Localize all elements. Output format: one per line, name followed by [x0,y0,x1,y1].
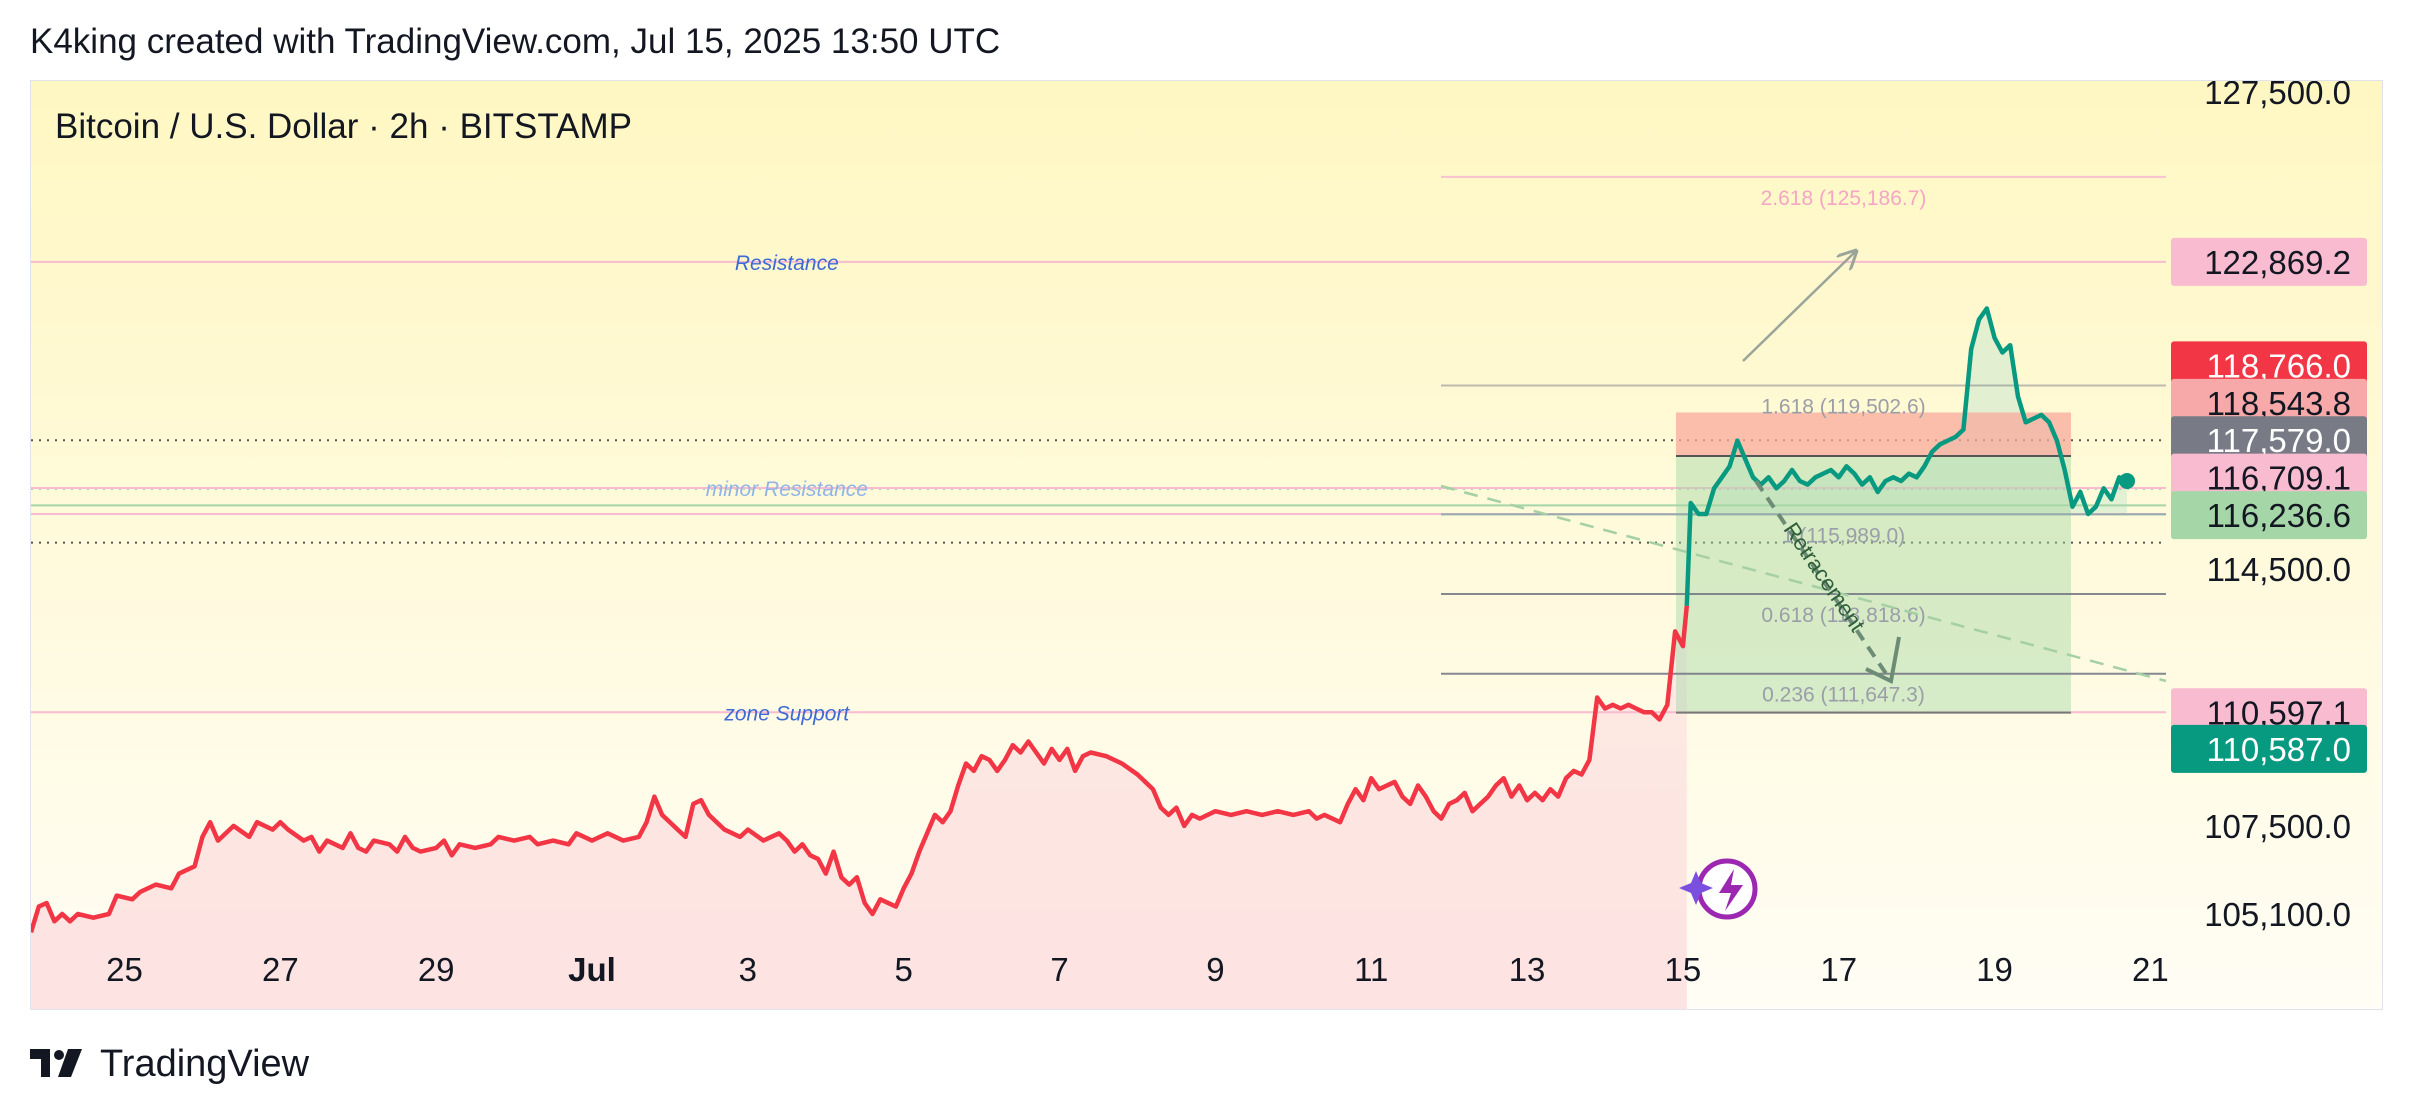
y-tick-label: 114,500.0 [2207,551,2351,588]
trendline-dashed [1440,484,2167,683]
price-label-text: 117,579.0 [2207,422,2351,459]
x-tick-label: 11 [1354,951,1388,988]
line-label: Resistance [735,252,839,275]
x-tick-label: 3 [739,951,757,988]
fib-level-label: 0.236 (111,647.3) [1762,684,1925,707]
x-tick-label: 13 [1509,951,1546,988]
tradingview-logo-icon [30,1049,82,1077]
price-label-text: 118,543.8 [2207,385,2351,422]
price-label-text: 116,709.1 [2207,460,2351,497]
green-area-fill [1686,308,2128,606]
projection-arrow-up [1742,251,1856,362]
x-tick-label: Jul [568,951,616,988]
price-label-text: 116,236.6 [2207,497,2351,534]
price-label-tag[interactable] [2171,378,2367,427]
y-tick-label: 127,500.0 [2204,81,2351,111]
x-tick-label: 17 [1820,951,1857,988]
fib-level-label: 1.618 (119,502.6) [1761,395,1925,418]
price-label-tag[interactable] [2171,453,2367,502]
x-tick-label: 15 [1665,951,1702,988]
symbol-title: Bitcoin / U.S. Dollar · 2h · BITSTAMP [55,107,632,146]
chart-caption: K4king created with TradingView.com, Jul… [30,22,1001,61]
x-tick-label: 7 [1050,951,1068,988]
x-tick-label: 27 [262,951,299,988]
price-label-tag[interactable] [2171,341,2367,390]
price-label-text: 122,869.2 [2204,244,2351,281]
price-series-line[interactable] [31,605,1690,933]
price-label-tag[interactable] [2171,237,2367,286]
x-tick-label: 5 [895,951,913,988]
x-tick-label: 21 [2132,951,2169,988]
fib-level-label: 1 (115,989.0) [1782,524,1905,547]
retracement-arrow-head [1865,636,1901,684]
fib-level-label: 2.618 (125,186.7) [1761,187,1927,210]
x-tick-label: 29 [418,951,455,988]
price-label-text: 118,766.0 [2207,347,2351,384]
footer-brand-text: TradingView [100,1042,310,1085]
price-label-tag[interactable] [2171,491,2367,540]
line-label: zone Support [723,702,850,725]
line-label: minor Resistance [706,478,868,501]
y-tick-label: 107,500.0 [2204,808,2351,845]
price-label-text: 110,587.0 [2207,731,2351,768]
price-chart[interactable]: Resistance minor Resistance zone Support 2… [31,81,2383,1010]
price-label-tag[interactable] [2171,416,2367,465]
red-area-fill [31,605,1687,1009]
fib-level-label: 0.618 (113,818.6) [1761,604,1925,627]
price-label-tag[interactable] [2171,724,2367,773]
x-tick-label: 19 [1976,951,2013,988]
x-tick-label: 25 [106,951,143,988]
ai-assistant-icon[interactable] [1679,858,1758,920]
y-tick-label: 105,100.0 [2204,896,2351,933]
retracement-arrow [1754,479,1893,683]
footer-brand[interactable]: TradingView [30,1040,309,1088]
last-price-dot[interactable] [2119,472,2136,489]
take-profit-zone[interactable] [1676,456,2071,713]
price-label-tag[interactable] [2171,688,2367,737]
x-tick-label: 9 [1206,951,1224,988]
chart-panel[interactable]: Resistance minor Resistance zone Support 2… [30,80,2383,1010]
